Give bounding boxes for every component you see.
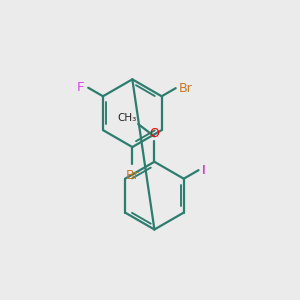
Text: I: I (202, 164, 206, 177)
Text: O: O (149, 127, 159, 140)
Text: Br: Br (179, 82, 193, 95)
Text: Br: Br (125, 169, 139, 182)
Text: F: F (77, 81, 85, 94)
Text: CH₃: CH₃ (118, 113, 137, 123)
